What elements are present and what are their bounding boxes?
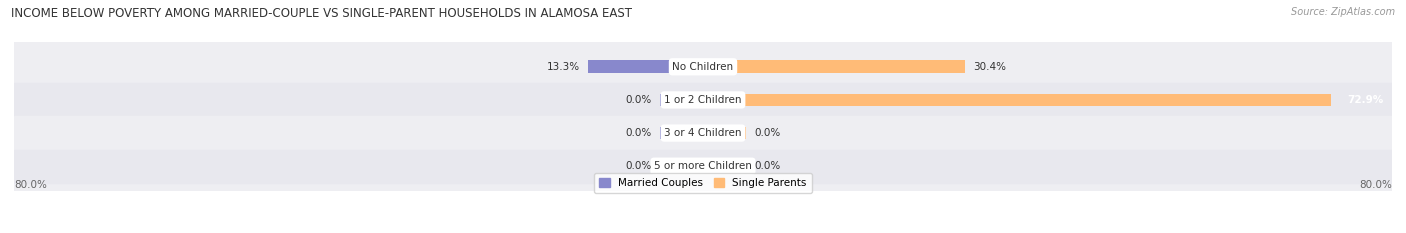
Text: 80.0%: 80.0% — [1360, 180, 1392, 190]
Bar — [659, 160, 703, 172]
Bar — [589, 61, 703, 73]
Text: 0.0%: 0.0% — [755, 128, 780, 138]
Bar — [14, 116, 1392, 150]
Bar — [703, 94, 1331, 106]
Text: 5 or more Children: 5 or more Children — [654, 161, 752, 171]
Text: 0.0%: 0.0% — [755, 161, 780, 171]
Text: 30.4%: 30.4% — [973, 62, 1007, 72]
Bar — [659, 94, 703, 106]
Bar — [703, 61, 965, 73]
Bar — [14, 50, 1392, 83]
Text: No Children: No Children — [672, 62, 734, 72]
Text: 1 or 2 Children: 1 or 2 Children — [664, 95, 742, 105]
Text: Source: ZipAtlas.com: Source: ZipAtlas.com — [1291, 7, 1395, 17]
Text: 0.0%: 0.0% — [626, 161, 651, 171]
Text: 0.0%: 0.0% — [626, 95, 651, 105]
Bar — [14, 150, 1392, 183]
Legend: Married Couples, Single Parents: Married Couples, Single Parents — [595, 173, 811, 193]
Text: 72.9%: 72.9% — [1347, 95, 1384, 105]
Text: 13.3%: 13.3% — [547, 62, 579, 72]
Bar — [703, 127, 747, 139]
Text: 3 or 4 Children: 3 or 4 Children — [664, 128, 742, 138]
Bar — [659, 127, 703, 139]
Text: 0.0%: 0.0% — [626, 128, 651, 138]
Text: 80.0%: 80.0% — [14, 180, 46, 190]
Bar — [14, 83, 1392, 116]
Bar — [703, 160, 747, 172]
Text: INCOME BELOW POVERTY AMONG MARRIED-COUPLE VS SINGLE-PARENT HOUSEHOLDS IN ALAMOSA: INCOME BELOW POVERTY AMONG MARRIED-COUPL… — [11, 7, 633, 20]
